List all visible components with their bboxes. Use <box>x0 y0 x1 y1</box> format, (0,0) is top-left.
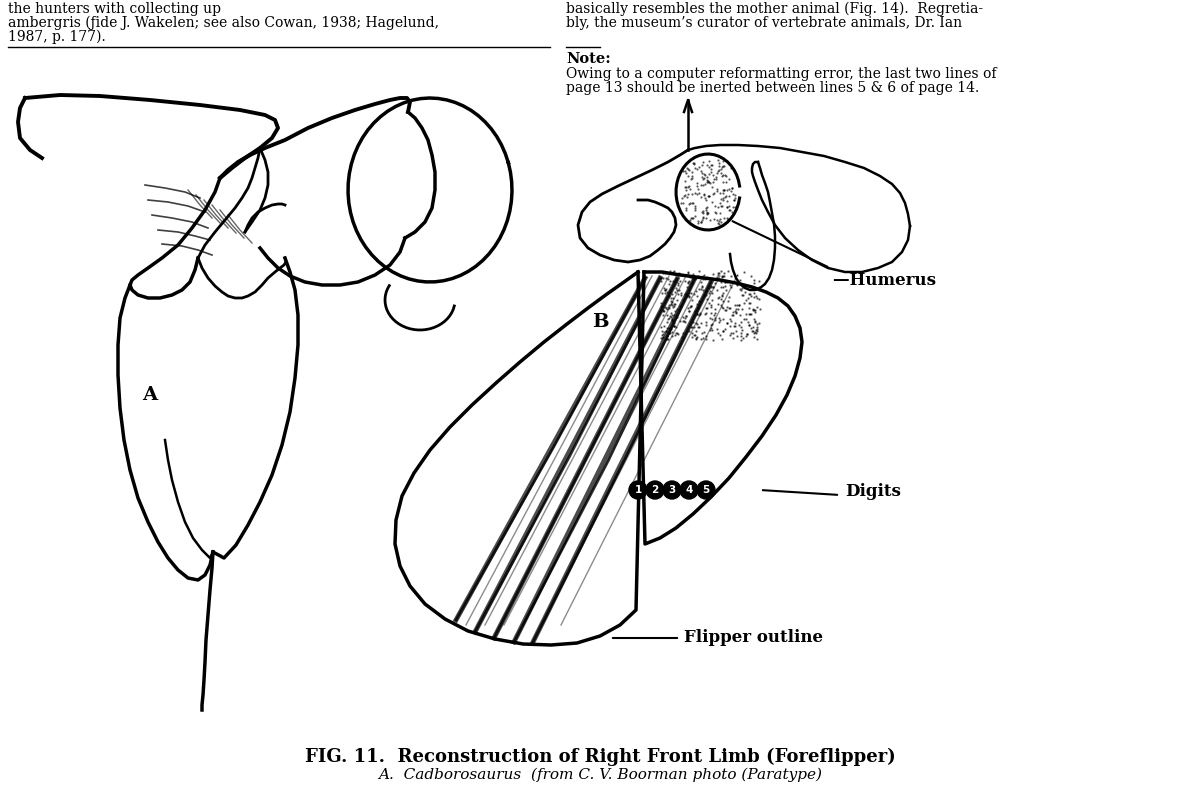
Text: A: A <box>143 386 157 404</box>
Circle shape <box>662 481 682 499</box>
Text: 1: 1 <box>635 485 642 495</box>
Text: ambergris (ƒide J. Wakelen; see also Cowan, 1938; Hagelund,: ambergris (ƒide J. Wakelen; see also Cow… <box>8 16 439 31</box>
Text: —⁠Humerus: —⁠Humerus <box>833 272 936 289</box>
Text: 5: 5 <box>702 485 709 495</box>
Circle shape <box>646 481 664 499</box>
Text: Owing to a computer reformatting error, the last two lines of: Owing to a computer reformatting error, … <box>566 67 996 81</box>
Text: Flipper outline: Flipper outline <box>684 629 823 646</box>
Text: B: B <box>592 313 608 331</box>
Text: A.  Cadborosaurus  (from C. V. Boorman photo (Paratype): A. Cadborosaurus (from C. V. Boorman pho… <box>378 768 822 783</box>
Text: bly, the museum’s curator of vertebrate animals, Dr. Ian: bly, the museum’s curator of vertebrate … <box>566 16 962 30</box>
Circle shape <box>680 481 698 499</box>
Circle shape <box>697 481 715 499</box>
Text: Note:: Note: <box>566 52 611 66</box>
Text: page 13 should be inerted between lines 5 & 6 of page 14.: page 13 should be inerted between lines … <box>566 81 979 95</box>
Circle shape <box>629 481 647 499</box>
Text: FIG. 11.  Reconstruction of Right Front Limb (Foreflipper): FIG. 11. Reconstruction of Right Front L… <box>305 748 895 767</box>
Text: 4: 4 <box>685 485 692 495</box>
Text: 2: 2 <box>652 485 659 495</box>
Text: basically resembles the mother animal (Fig. 14).  Regretia-: basically resembles the mother animal (F… <box>566 2 983 16</box>
Text: 1987, p. 177).: 1987, p. 177). <box>8 30 106 44</box>
Text: Digits: Digits <box>845 484 901 501</box>
Text: the hunters with collecting up: the hunters with collecting up <box>8 2 221 16</box>
Text: 3: 3 <box>668 485 676 495</box>
